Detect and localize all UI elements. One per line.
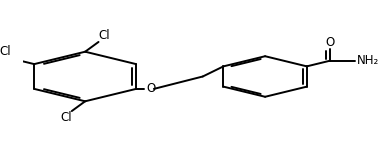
Text: Cl: Cl <box>0 45 11 58</box>
Text: Cl: Cl <box>99 29 110 42</box>
Text: Cl: Cl <box>60 111 72 124</box>
Text: O: O <box>146 82 156 95</box>
Text: O: O <box>325 36 334 49</box>
Text: NH₂: NH₂ <box>357 54 379 67</box>
